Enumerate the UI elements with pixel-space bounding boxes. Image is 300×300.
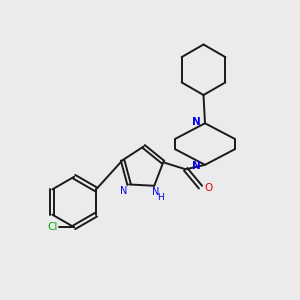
- Text: H: H: [158, 193, 164, 202]
- Text: N: N: [120, 186, 127, 196]
- Text: O: O: [204, 183, 213, 193]
- Text: N: N: [192, 117, 200, 127]
- Text: N: N: [192, 161, 200, 171]
- Text: N: N: [152, 187, 159, 197]
- Text: Cl: Cl: [47, 222, 58, 232]
